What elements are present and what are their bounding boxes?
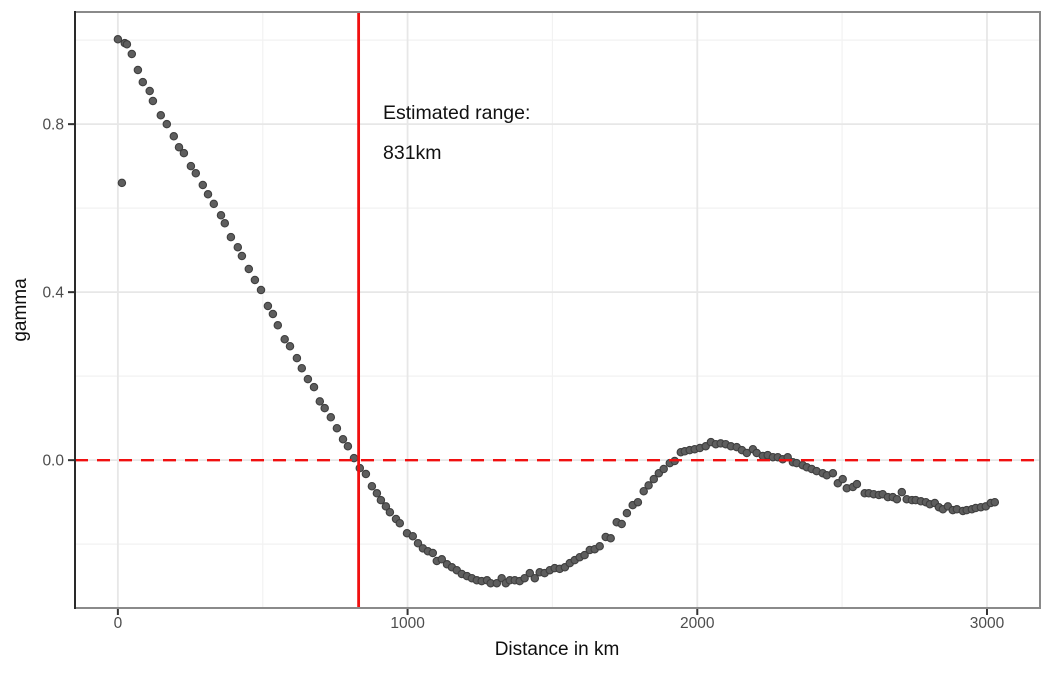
y-tick-label: 0.8 <box>42 117 64 134</box>
estimated-range-annotation: Estimated range: 831km <box>383 93 530 173</box>
tick-labels: 0 1000 2000 3000 0.0 0.4 0.8 <box>42 117 1004 632</box>
y-tick-label: 0.0 <box>42 453 64 470</box>
x-tick-label: 0 <box>114 615 123 632</box>
panel-frame <box>74 11 1041 609</box>
variogram-points <box>113 35 1000 588</box>
estimated-range-label: Estimated range: <box>383 102 531 124</box>
axis-ticks <box>68 123 988 615</box>
major-gridlines <box>75 12 1040 608</box>
x-tick-label: 3000 <box>970 615 1005 632</box>
x-tick-label: 1000 <box>390 615 425 632</box>
y-axis-title: gamma <box>10 278 31 342</box>
estimated-range-value: 831km <box>383 142 442 164</box>
minor-gridlines <box>75 12 1040 608</box>
y-tick-label: 0.4 <box>42 285 64 302</box>
x-tick-label: 2000 <box>680 615 715 632</box>
x-axis-title: Distance in km <box>494 639 620 660</box>
reference-lines <box>75 12 1040 608</box>
